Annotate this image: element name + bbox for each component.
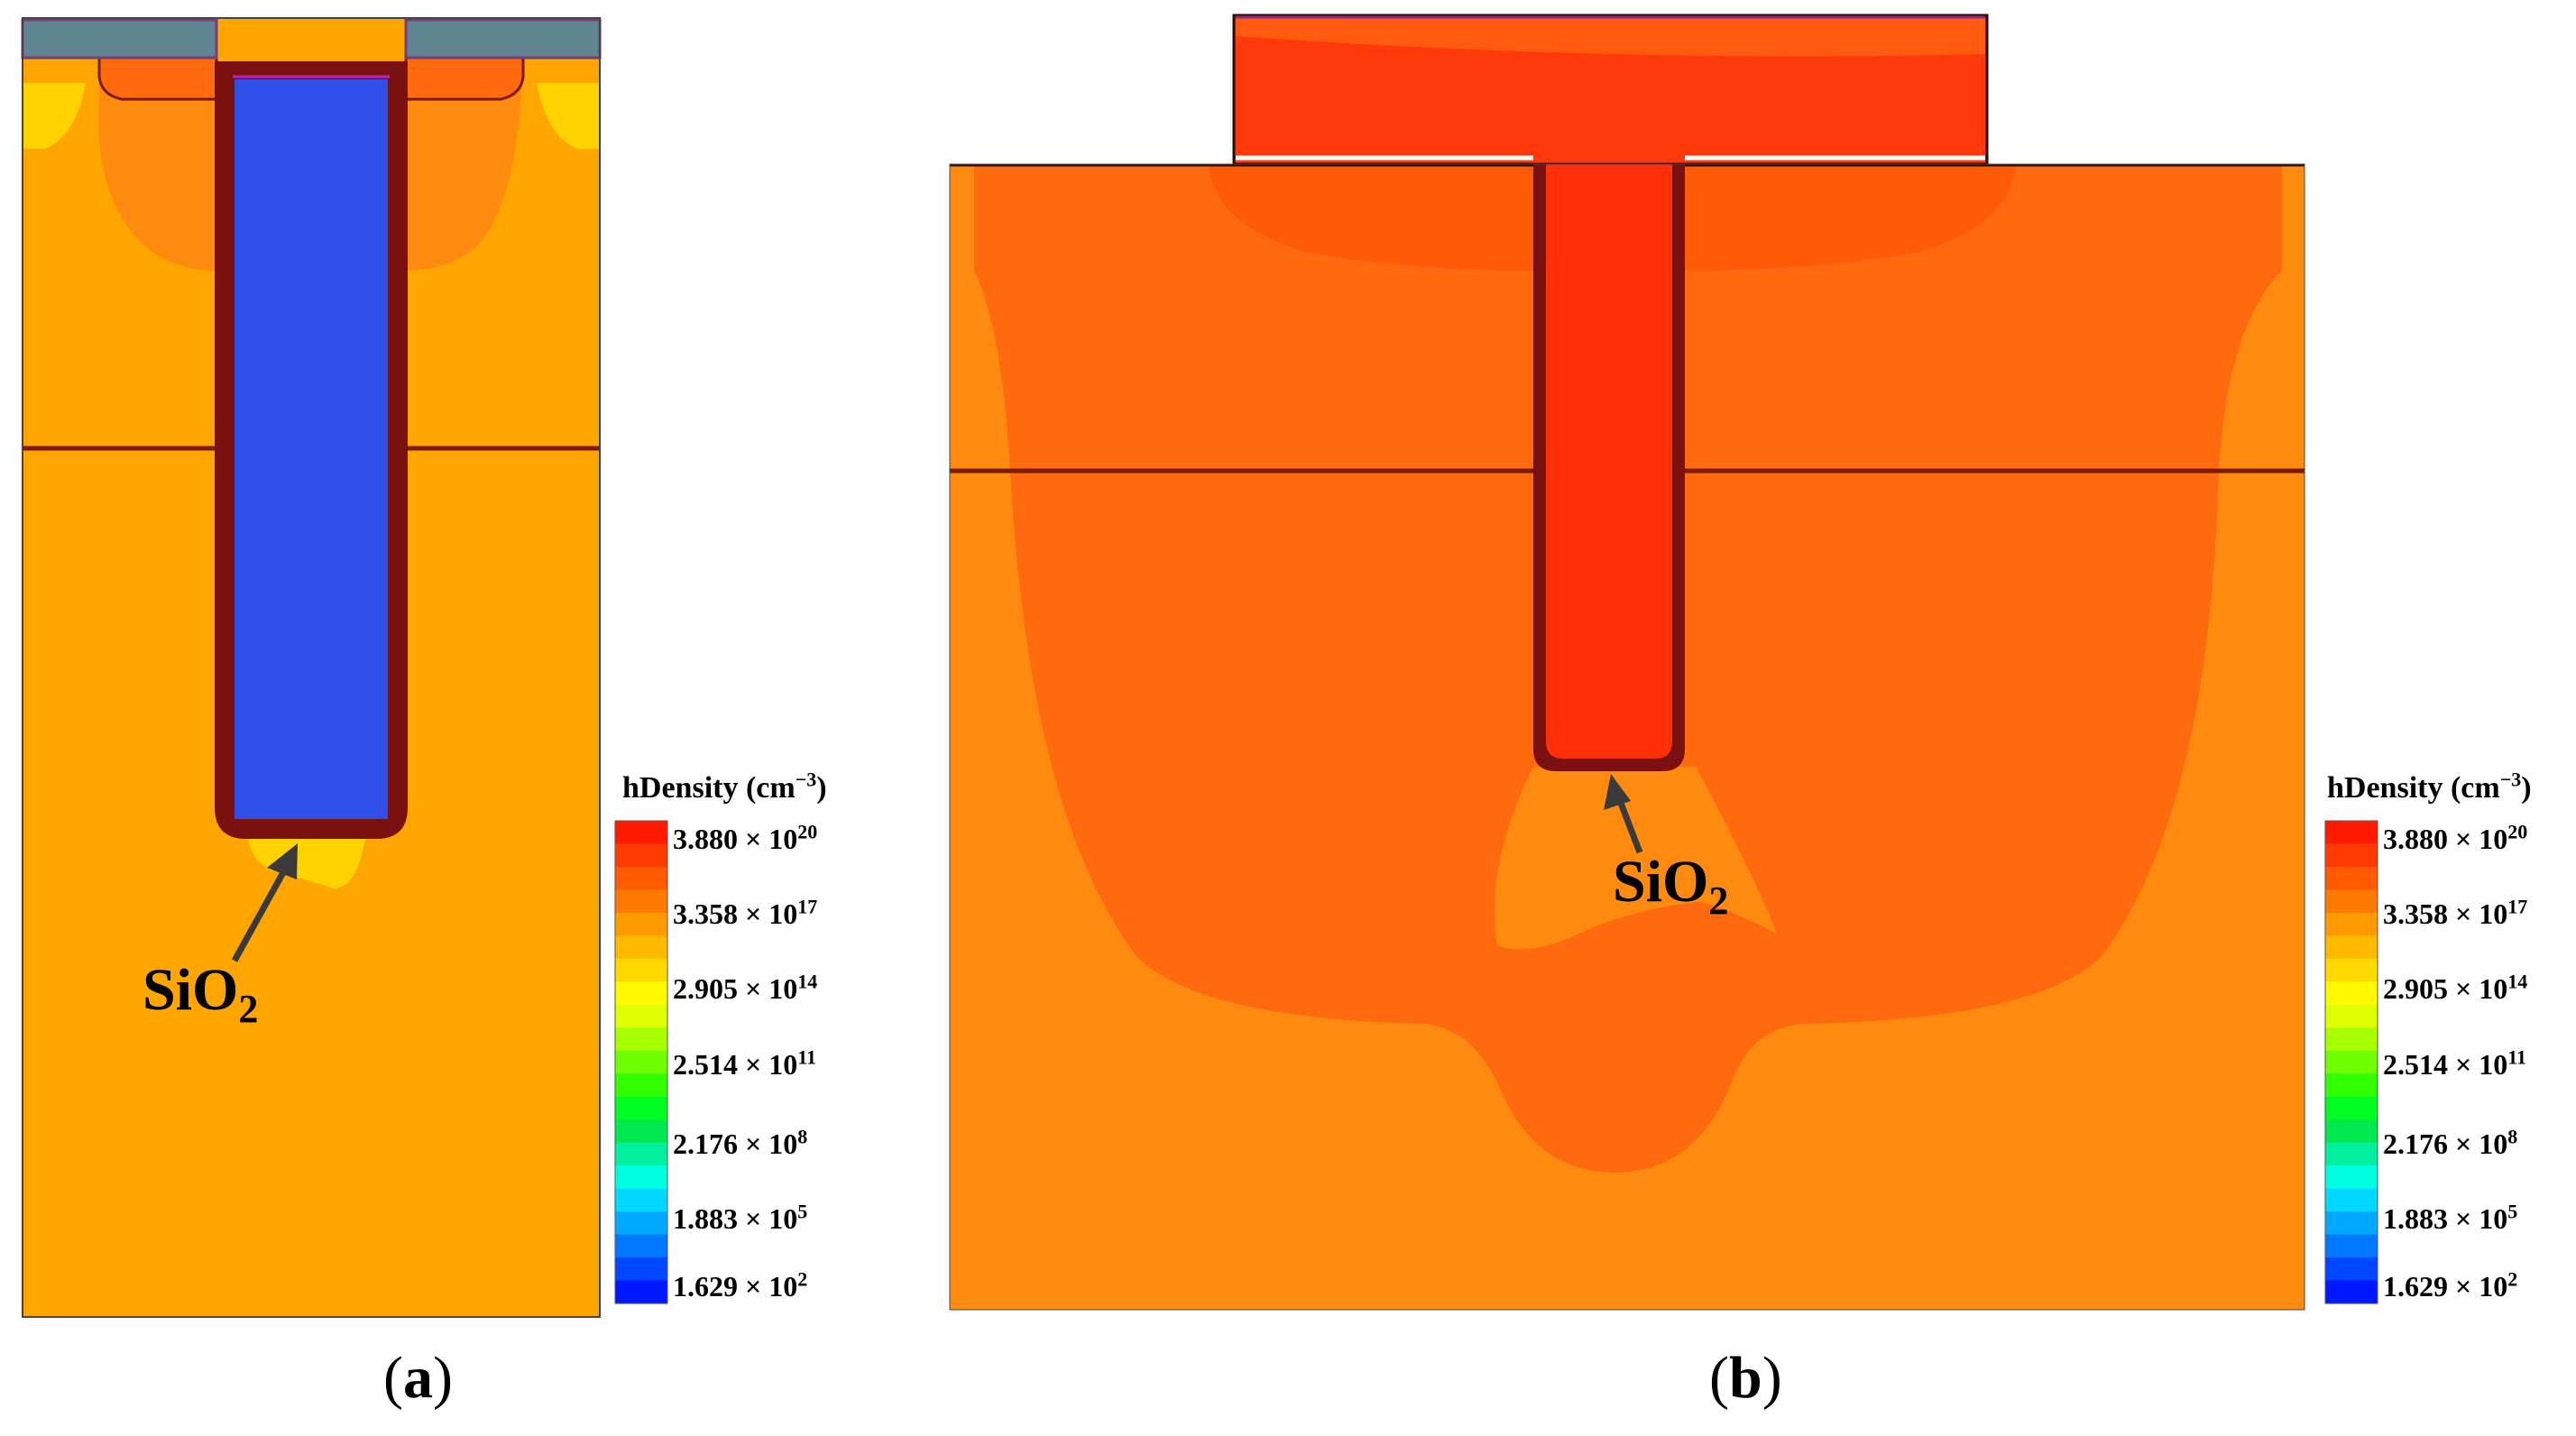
- colorbar-a-tick: 3.358 × 1017: [673, 895, 818, 930]
- colorbar-stripe: [615, 866, 667, 891]
- panel-b-stem-fill: [1546, 164, 1672, 759]
- colorbar-stripe: [2325, 1142, 2378, 1166]
- colorbar-stripe: [2325, 1280, 2378, 1304]
- panel-a-right-pocket: [404, 54, 525, 101]
- colorbar-stripe: [615, 1004, 667, 1028]
- colorbar-stripe: [615, 1257, 667, 1282]
- colorbar-a-title: hDensity (cm−3): [622, 768, 827, 805]
- colorbar-a-tick: 2.905 × 1014: [673, 970, 818, 1005]
- colorbar-stripe: [615, 1050, 667, 1074]
- panel-b-arrow-shaft: [1615, 796, 1643, 854]
- colorbar-stripe: [2325, 1234, 2378, 1258]
- colorbar-b-title: hDensity (cm−3): [2327, 768, 2532, 805]
- colorbar-stripe: [2325, 1096, 2378, 1120]
- colorbar-stripe: [615, 1280, 667, 1304]
- panel-b-light-tongue: [1494, 767, 1777, 950]
- colorbar-stripe: [615, 821, 667, 845]
- colorbar-stripe: [615, 1119, 667, 1144]
- colorbar-stripe: [615, 981, 667, 1006]
- colorbar-stripe: [615, 1234, 667, 1258]
- colorbar-b-tick: 2.905 × 1014: [2383, 970, 2528, 1005]
- colorbar-stripe: [615, 1027, 667, 1052]
- panel-a-left-pocket: [97, 54, 218, 101]
- colorbar-stripe: [615, 935, 667, 960]
- panel-a-bottom-yellow: [248, 839, 365, 888]
- colorbar-a-tick: 2.176 × 108: [673, 1125, 808, 1160]
- colorbar-stripe: [615, 843, 667, 868]
- panel-b-gate-cap-shade: [1236, 17, 1985, 57]
- colorbar-a-tick: 3.880 × 1020: [673, 820, 818, 855]
- panel-b-caption: (b): [1709, 1345, 1782, 1411]
- colorbar-stripe: [2325, 1027, 2378, 1052]
- panel-b-frame: [949, 163, 2305, 1311]
- colorbar-stripe: [615, 889, 667, 914]
- colorbar-stripe: [615, 1096, 667, 1120]
- colorbar-b-tick: 3.880 × 1020: [2383, 820, 2528, 855]
- colorbar-b-tick: 1.883 × 105: [2383, 1200, 2518, 1235]
- colorbar-stripe: [615, 912, 667, 936]
- colorbar-stripe: [615, 1188, 667, 1212]
- panel-a-right-lobe: [406, 56, 523, 271]
- colorbar-a-tick: 2.514 × 1011: [673, 1045, 817, 1081]
- colorbar-stripe: [2325, 935, 2378, 960]
- panel-a-oxide-label: SiO2: [143, 957, 259, 1032]
- panel-a-arrow-shaft: [231, 864, 290, 962]
- panel-a-caption: (a): [383, 1345, 453, 1411]
- colorbar-b-tick: 2.514 × 1011: [2383, 1045, 2527, 1081]
- colorbar-stripe: [2325, 1211, 2378, 1236]
- colorbar-stripe: [2325, 843, 2378, 868]
- colorbar-stripe: [615, 1165, 667, 1190]
- panel-b-oxide-label: SiO2: [1613, 849, 1729, 924]
- colorbar-a-stripes: [615, 821, 667, 1304]
- colorbar-stripe: [2325, 1073, 2378, 1098]
- colorbar-stripe: [2325, 1119, 2378, 1144]
- colorbar-stripe: [2325, 889, 2378, 914]
- colorbar-stripe: [2325, 821, 2378, 845]
- colorbar-stripe: [2325, 1257, 2378, 1282]
- panel-a-frame: [22, 17, 601, 1318]
- panel-b-right-lobe: [1682, 164, 2016, 271]
- panel-b-arrow-head: [1604, 774, 1631, 810]
- colorbar-stripe: [2325, 1188, 2378, 1212]
- colorbar-b-tick: 1.629 × 102: [2383, 1267, 2518, 1303]
- colorbar-b-frame: [2324, 820, 2378, 1304]
- colorbar-a-tick: 1.629 × 102: [673, 1267, 808, 1303]
- colorbar-stripe: [2325, 866, 2378, 891]
- colorbar-a-frame: [614, 820, 668, 1304]
- colorbar-b-stripes: [2325, 821, 2378, 1304]
- colorbar-b-tick: 3.358 × 1017: [2383, 895, 2528, 930]
- colorbar-stripe: [615, 1142, 667, 1166]
- panel-a-arrow-head: [267, 843, 298, 879]
- colorbar-stripe: [615, 1211, 667, 1236]
- colorbar-stripe: [2325, 1165, 2378, 1190]
- colorbar-stripe: [615, 1073, 667, 1098]
- colorbar-stripe: [615, 958, 667, 982]
- colorbar-stripe: [2325, 1004, 2378, 1028]
- colorbar-stripe: [2325, 981, 2378, 1006]
- colorbar-stripe: [2325, 912, 2378, 936]
- colorbar-b-tick: 2.176 × 108: [2383, 1125, 2518, 1160]
- panel-a-trench-fill: [235, 79, 388, 819]
- panel-a-left-yellow: [23, 83, 86, 149]
- panel-b-left-lobe: [1209, 164, 1533, 271]
- panel-a-left-lobe: [99, 56, 216, 271]
- colorbar-stripe: [2325, 1050, 2378, 1074]
- panel-a-right-pad: [404, 18, 602, 60]
- colorbar-a-tick: 1.883 × 105: [673, 1200, 808, 1235]
- colorbar-stripe: [2325, 958, 2378, 982]
- panel-a-right-yellow: [537, 83, 600, 149]
